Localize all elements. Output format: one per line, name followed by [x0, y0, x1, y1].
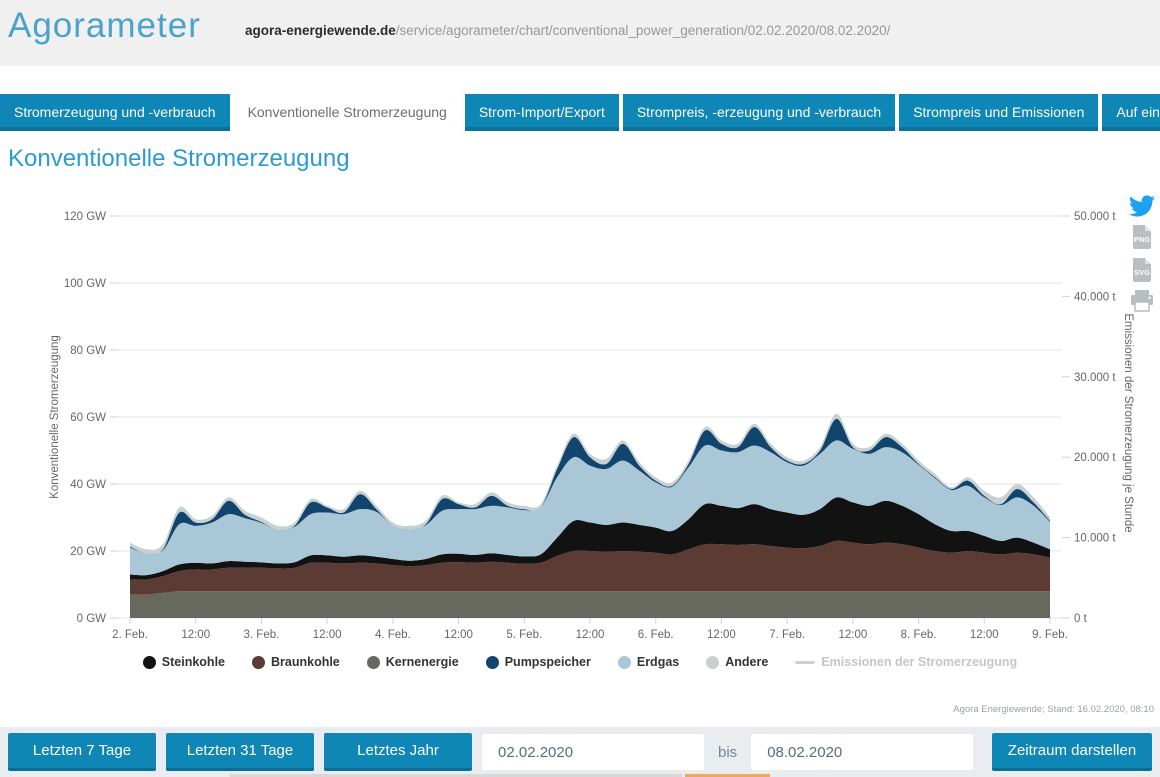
series-braunkohle[interactable]: [130, 540, 1050, 595]
tab-konventionelle-stromerzeugung[interactable]: Konventionelle Stromerzeugung: [233, 94, 461, 131]
svg-text:20 GW: 20 GW: [70, 546, 106, 558]
tab-strom-import-export[interactable]: Strom-Import/Export: [464, 94, 619, 131]
url-path: /service/agorameter/chart/conventional_p…: [395, 23, 891, 38]
svg-text:12:00: 12:00: [838, 629, 867, 641]
legend-label: Andere: [725, 655, 769, 669]
svg-text:2. Feb.: 2. Feb.: [112, 629, 148, 641]
pumpspeicher-marker: [485, 655, 499, 669]
svg-text:4. Feb.: 4. Feb.: [375, 629, 411, 641]
svg-text:PNG: PNG: [1134, 235, 1150, 244]
svg-text:100 GW: 100 GW: [64, 278, 106, 290]
legend-item-kernenergie[interactable]: Kernenergie: [366, 655, 459, 669]
last-7-days-button[interactable]: Letzten 7 Tage: [8, 733, 156, 771]
svg-text:5. Feb.: 5. Feb.: [506, 629, 542, 641]
legend-item-pumpspeicher[interactable]: Pumpspeicher: [485, 655, 591, 669]
svg-text:30.000 t: 30.000 t: [1074, 372, 1116, 384]
series-andere[interactable]: [130, 413, 1050, 555]
y-axis-right-label: Emissionen der Stromerzeugung je Stunde: [1122, 313, 1134, 533]
svg-text:50.000 t: 50.000 t: [1074, 211, 1116, 223]
svg-text:10.000 t: 10.000 t: [1074, 533, 1116, 545]
print-icon[interactable]: [1130, 290, 1154, 312]
legend-label: Emissionen der Stromerzeugung: [821, 655, 1018, 669]
steinkohle-marker: [142, 655, 156, 669]
y-axis-left-tick-labels: 0 GW 20 GW 40 GW 60 GW 80 GW 100 GW 120 GW: [64, 211, 106, 625]
chart-legend: Steinkohle Braunkohle Kernenergie Pumpsp…: [0, 655, 1160, 669]
tab-auf-einen-blick[interactable]: Auf einen Blick: [1102, 94, 1160, 131]
legend-label: Pumpspeicher: [504, 655, 591, 669]
twitter-share-icon[interactable]: [1129, 195, 1155, 217]
last-31-days-button[interactable]: Letzten 31 Tage: [166, 733, 314, 771]
erdgas-marker: [617, 655, 631, 669]
svg-text:20.000 t: 20.000 t: [1074, 452, 1116, 464]
svg-text:0 GW: 0 GW: [77, 613, 107, 625]
svg-text:12:00: 12:00: [707, 629, 736, 641]
braunkohle-marker: [252, 655, 265, 669]
controls-bar: Letzten 7 Tage Letzten 31 Tage Letztes J…: [0, 727, 1160, 777]
y-axis-right-tick-labels: 0 t 10.000 t 20.000 t 30.000 t 40.000 t 50.00…: [1074, 211, 1116, 625]
svg-text:80 GW: 80 GW: [70, 345, 106, 357]
svg-text:0 t: 0 t: [1074, 613, 1088, 625]
legend-item-braunkohle[interactable]: Braunkohle: [252, 655, 340, 669]
date-to-input[interactable]: [751, 734, 974, 770]
svg-text:3. Feb.: 3. Feb.: [244, 629, 280, 641]
series-steinkohle[interactable]: [130, 497, 1050, 580]
svg-text:40.000 t: 40.000 t: [1074, 291, 1116, 303]
tab-bar: Stromerzeugung und -verbrauch Konvention…: [0, 94, 1160, 131]
svg-text:12:00: 12:00: [970, 629, 999, 641]
axis-ticks: [110, 215, 1070, 624]
svg-text:12:00: 12:00: [313, 629, 342, 641]
tab-stromerzeugung-und-verbrauch[interactable]: Stromerzeugung und -verbrauch: [0, 94, 230, 131]
url-breadcrumb: agora-energiewende.de/service/agorameter…: [245, 23, 890, 38]
svg-text:7. Feb.: 7. Feb.: [769, 629, 805, 641]
source-note: Agora Energiewende; Stand: 16.02.2020, 0…: [953, 704, 1154, 715]
svg-text:8. Feb.: 8. Feb.: [901, 629, 937, 641]
url-domain: agora-energiewende.de: [245, 23, 396, 38]
bottom-strip-orange: [685, 774, 770, 777]
series-erdgas[interactable]: [130, 440, 1050, 576]
download-png-icon[interactable]: PNG: [1130, 224, 1154, 250]
svg-text:12:00: 12:00: [181, 629, 210, 641]
page-title: Konventionelle Stromerzeugung: [8, 145, 350, 172]
legend-item-erdgas[interactable]: Erdgas: [617, 655, 680, 669]
download-svg-icon[interactable]: SVG: [1130, 257, 1154, 283]
svg-text:60 GW: 60 GW: [70, 412, 106, 424]
show-period-button[interactable]: Zeitraum darstellen: [992, 733, 1152, 771]
bottom-strip-gray: [230, 774, 682, 777]
app-title: Agorameter: [8, 6, 201, 45]
svg-text:12:00: 12:00: [444, 629, 473, 641]
kernenergie-marker: [366, 655, 380, 669]
legend-label: Braunkohle: [271, 655, 340, 669]
legend-item-steinkohle[interactable]: Steinkohle: [142, 655, 225, 669]
svg-text:6. Feb.: 6. Feb.: [638, 629, 674, 641]
tab-strompreis-und-emissionen[interactable]: Strompreis und Emissionen: [899, 94, 1099, 131]
legend-label: Steinkohle: [161, 655, 225, 669]
svg-text:9. Feb.: 9. Feb.: [1032, 629, 1068, 641]
andere-marker: [706, 655, 720, 669]
y-axis-left-label: Konventionelle Stromerzeugung: [49, 335, 61, 499]
emissionen-line-marker: [795, 660, 816, 664]
legend-item-andere[interactable]: Andere: [706, 655, 768, 669]
svg-text:120 GW: 120 GW: [64, 211, 106, 223]
header: Agorameter agora-energiewende.de/service…: [0, 0, 1160, 66]
legend-label: Erdgas: [636, 655, 680, 669]
tab-strompreis-erzeugung-verbrauch[interactable]: Strompreis, -erzeugung und -verbrauch: [622, 94, 896, 131]
x-axis-tick-labels: 2. Feb. 12:00 3. Feb. 12:00 4. Feb. 12:00 5. F…: [112, 629, 1068, 641]
generation-chart[interactable]: 0 GW 20 GW 40 GW 60 GW 80 GW 100 GW 120 GW 0 t 1…: [0, 183, 1160, 685]
chart-area: 0 GW 20 GW 40 GW 60 GW 80 GW 100 GW 120 GW 0 t 1…: [0, 183, 1160, 685]
svg-text:12:00: 12:00: [576, 629, 605, 641]
series-kernenergie[interactable]: [130, 591, 1050, 618]
date-from-input[interactable]: [482, 734, 704, 770]
legend-label: Kernenergie: [385, 655, 459, 669]
stacked-series: [130, 413, 1050, 618]
legend-item-emissionen[interactable]: Emissionen der Stromerzeugung: [795, 655, 1017, 669]
series-pumpspeicher[interactable]: [130, 418, 1050, 555]
share-toolbar: PNG SVG: [1127, 195, 1157, 312]
last-year-button[interactable]: Letztes Jahr: [324, 733, 472, 771]
svg-text:SVG: SVG: [1134, 268, 1150, 277]
bis-label: bis: [718, 743, 738, 761]
svg-text:40 GW: 40 GW: [70, 479, 106, 491]
